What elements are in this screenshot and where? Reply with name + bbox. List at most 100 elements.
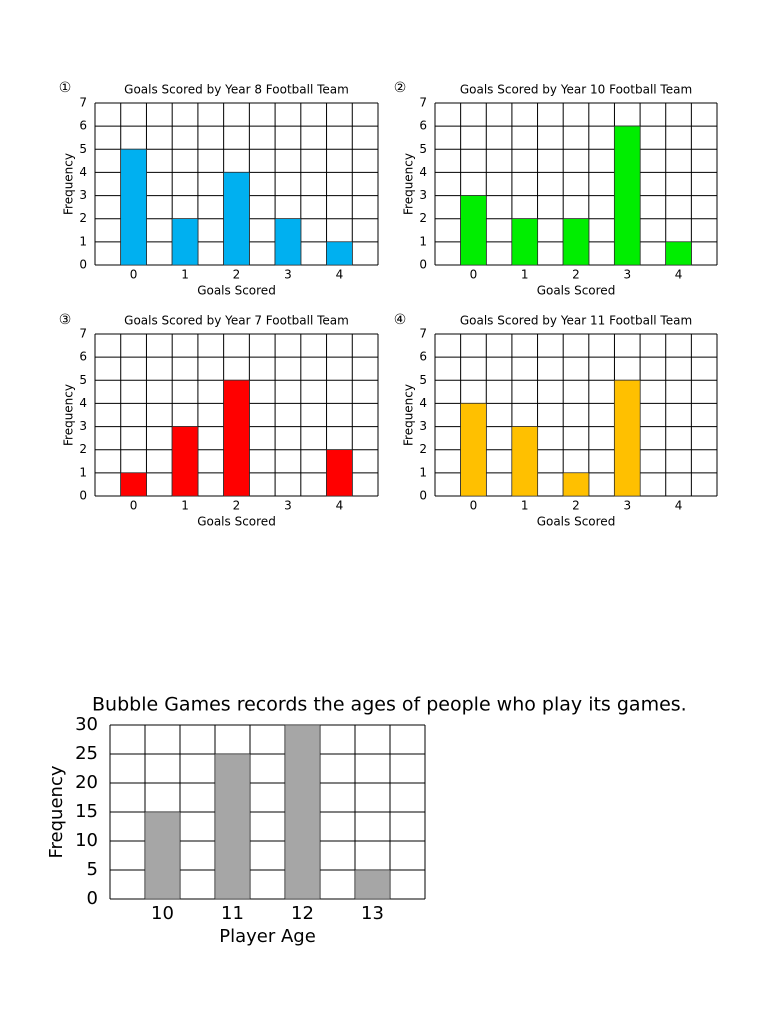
bar xyxy=(614,125,641,266)
y-axis-title: Frequency xyxy=(62,153,76,215)
x-tick-label: 3 xyxy=(623,499,631,513)
chart-title: Goals Scored by Year 7 Football Team xyxy=(124,314,349,328)
x-axis-title: Player Age xyxy=(219,926,316,947)
x-tick-label: 3 xyxy=(284,268,292,282)
x-tick-label: 1 xyxy=(181,499,189,513)
x-tick-label: 4 xyxy=(336,499,344,513)
y-tick-label: 2 xyxy=(419,211,427,225)
bar xyxy=(223,379,250,497)
y-tick-label: 2 xyxy=(79,442,87,456)
y-tick-label: 0 xyxy=(87,888,98,909)
y-tick-label: 4 xyxy=(79,396,87,410)
x-tick-label: 4 xyxy=(675,268,683,282)
y-tick-label: 20 xyxy=(75,772,98,793)
x-tick-label: 2 xyxy=(233,268,241,282)
y-tick-label: 0 xyxy=(79,258,87,272)
x-tick-label: 13 xyxy=(361,903,384,924)
x-axis-title: Goals Scored xyxy=(537,284,616,298)
x-tick-label: 3 xyxy=(284,499,292,513)
x-tick-label: 12 xyxy=(291,903,314,924)
y-tick-label: 25 xyxy=(75,743,98,764)
x-tick-label: 1 xyxy=(521,268,529,282)
x-axis-title: Goals Scored xyxy=(197,515,276,529)
x-tick-label: 2 xyxy=(572,499,580,513)
y-tick-label: 3 xyxy=(79,419,87,433)
y-tick-label: 5 xyxy=(419,373,427,387)
bar xyxy=(665,241,692,266)
x-tick-label: 2 xyxy=(572,268,580,282)
x-tick-label: 1 xyxy=(181,268,189,282)
y-tick-label: 3 xyxy=(79,188,87,202)
y-tick-label: 5 xyxy=(79,142,87,156)
bar xyxy=(171,218,199,266)
x-tick-label: 0 xyxy=(130,499,138,513)
y-tick-label: 6 xyxy=(419,350,427,364)
bar xyxy=(326,449,353,497)
y-tick-label: 4 xyxy=(419,396,427,410)
chart-title: Goals Scored by Year 11 Football Team xyxy=(460,314,692,328)
y-tick-label: 0 xyxy=(419,258,427,272)
y-tick-label: 0 xyxy=(419,489,427,503)
x-axis-title: Goals Scored xyxy=(537,515,616,529)
y-tick-label: 15 xyxy=(75,801,98,822)
y-tick-label: 2 xyxy=(79,211,87,225)
y-tick-label: 7 xyxy=(419,96,427,110)
x-tick-label: 0 xyxy=(130,268,138,282)
y-tick-label: 6 xyxy=(419,119,427,133)
y-tick-label: 6 xyxy=(79,350,87,364)
x-tick-label: 11 xyxy=(221,903,244,924)
bar xyxy=(274,218,302,266)
y-tick-label: 4 xyxy=(79,165,87,179)
bar xyxy=(562,218,590,266)
y-tick-label: 1 xyxy=(79,234,87,248)
x-axis-title: Goals Scored xyxy=(197,284,276,298)
x-tick-label: 4 xyxy=(336,268,344,282)
y-tick-label: 3 xyxy=(419,419,427,433)
chart-title: Goals Scored by Year 8 Football Team xyxy=(124,83,349,97)
y-tick-label: 5 xyxy=(419,142,427,156)
x-tick-label: 4 xyxy=(675,499,683,513)
y-tick-label: 1 xyxy=(79,465,87,479)
y-tick-label: 7 xyxy=(79,96,87,110)
x-tick-label: 1 xyxy=(521,499,529,513)
y-tick-label: 30 xyxy=(75,714,98,735)
x-tick-label: 3 xyxy=(623,268,631,282)
x-tick-label: 0 xyxy=(470,268,478,282)
bar xyxy=(511,218,538,266)
y-axis-title: Frequency xyxy=(402,384,416,446)
chart-title: Goals Scored by Year 10 Football Team xyxy=(460,83,692,97)
x-tick-label: 10 xyxy=(151,903,174,924)
bar xyxy=(354,869,391,900)
chart-number: ② xyxy=(394,80,407,96)
bar xyxy=(614,379,641,497)
y-tick-label: 0 xyxy=(79,489,87,503)
bar xyxy=(511,426,538,497)
y-tick-label: 5 xyxy=(87,859,98,880)
bar xyxy=(120,148,147,266)
y-tick-label: 7 xyxy=(419,327,427,341)
bar xyxy=(214,753,251,900)
bar xyxy=(144,811,181,900)
bar xyxy=(460,403,487,497)
chart-title: Bubble Games records the ages of people … xyxy=(92,694,687,716)
bar xyxy=(284,724,321,900)
y-tick-label: 1 xyxy=(419,234,427,248)
bar xyxy=(326,241,353,266)
y-axis-title: Frequency xyxy=(62,384,76,446)
y-axis-title: Frequency xyxy=(402,153,416,215)
y-tick-label: 10 xyxy=(75,830,98,851)
y-tick-label: 4 xyxy=(419,165,427,179)
chart-number: ① xyxy=(59,80,72,96)
bar xyxy=(171,426,199,497)
bar xyxy=(562,472,590,497)
y-tick-label: 2 xyxy=(419,442,427,456)
x-tick-label: 2 xyxy=(233,499,241,513)
y-tick-label: 3 xyxy=(419,188,427,202)
y-tick-label: 1 xyxy=(419,465,427,479)
y-tick-label: 5 xyxy=(79,373,87,387)
y-tick-label: 6 xyxy=(79,119,87,133)
x-tick-label: 0 xyxy=(470,499,478,513)
bar xyxy=(120,472,147,497)
